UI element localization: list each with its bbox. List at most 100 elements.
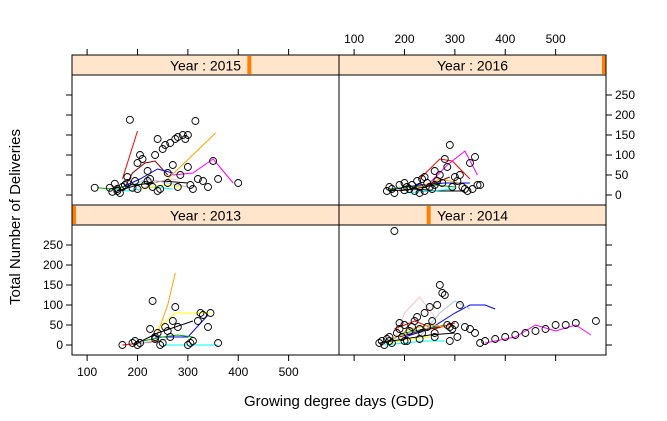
- data-point: [183, 163, 192, 171]
- series-line: [167, 132, 216, 180]
- data-point: [415, 325, 424, 333]
- data-point: [153, 135, 162, 143]
- data-point: [392, 329, 401, 337]
- y-tick-label: 250: [43, 238, 63, 252]
- series-line: [419, 158, 471, 180]
- data-point: [118, 341, 127, 349]
- data-point: [188, 185, 197, 193]
- data-point: [423, 323, 432, 331]
- data-point: [410, 187, 419, 195]
- data-point: [176, 171, 185, 179]
- data-point: [471, 153, 479, 161]
- data-point: [455, 301, 464, 309]
- data-point: [420, 187, 429, 195]
- data-point: [430, 329, 439, 337]
- data-point: [188, 337, 197, 345]
- data-point: [400, 186, 409, 195]
- data-point: [161, 141, 170, 149]
- data-point: [591, 317, 600, 325]
- data-point: [133, 185, 142, 193]
- x-tick-label: 400: [495, 32, 515, 46]
- data-point: [438, 179, 447, 187]
- data-point: [387, 185, 396, 193]
- series-line: [124, 160, 169, 188]
- data-point: [158, 145, 167, 153]
- data-point: [415, 335, 424, 343]
- data-point: [473, 181, 482, 189]
- data-point: [171, 135, 180, 143]
- data-point: [128, 339, 137, 347]
- strip-background: [72, 205, 339, 225]
- data-point: [158, 339, 167, 347]
- data-point: [395, 181, 404, 189]
- data-point: [521, 329, 530, 337]
- series-line: [172, 158, 234, 184]
- data-point: [385, 183, 394, 191]
- data-point: [423, 179, 432, 187]
- data-point: [163, 169, 172, 177]
- x-axis-label: Growing degree days (GDD): [244, 393, 434, 410]
- data-point: [206, 309, 215, 317]
- data-point: [466, 325, 474, 333]
- data-point: [377, 337, 386, 345]
- data-point: [196, 309, 205, 317]
- strip-background: [339, 55, 606, 75]
- data-point: [153, 187, 162, 195]
- series-line: [157, 272, 176, 334]
- data-point: [209, 157, 218, 165]
- data-point: [415, 189, 424, 197]
- data-point: [430, 181, 439, 189]
- data-point: [531, 327, 540, 335]
- data-point: [387, 339, 396, 347]
- data-point: [390, 189, 399, 197]
- data-point: [458, 183, 467, 191]
- y-tick-label: 50: [50, 318, 64, 332]
- data-point: [191, 117, 200, 125]
- series-line: [399, 326, 440, 338]
- data-point: [471, 329, 479, 337]
- data-point: [435, 281, 444, 289]
- data-point: [173, 183, 182, 191]
- data-point: [163, 179, 172, 187]
- data-point: [420, 309, 429, 317]
- series-line: [384, 340, 445, 346]
- data-point: [468, 185, 477, 193]
- data-point: [156, 341, 165, 349]
- data-point: [193, 175, 202, 183]
- data-point: [193, 317, 202, 325]
- y-tick-label: 50: [615, 168, 629, 182]
- data-point: [448, 325, 457, 333]
- panel-2014: Year : 2014: [338, 204, 607, 356]
- series-line: [157, 312, 211, 330]
- data-point: [415, 183, 424, 191]
- data-point: [133, 341, 142, 349]
- data-point: [166, 333, 175, 341]
- data-point: [443, 163, 452, 171]
- data-point: [428, 317, 437, 325]
- data-point: [148, 297, 157, 305]
- x-tick-label: 500: [279, 365, 299, 379]
- data-point: [113, 185, 122, 193]
- data-point: [440, 291, 449, 299]
- data-point: [110, 179, 119, 188]
- data-point: [143, 167, 152, 175]
- strip-level-marker: [247, 56, 252, 74]
- data-point: [571, 319, 580, 327]
- series-line: [142, 334, 193, 342]
- data-point: [118, 183, 127, 191]
- data-point: [450, 321, 459, 329]
- data-point: [186, 339, 195, 347]
- data-point: [445, 323, 454, 331]
- data-point: [425, 303, 434, 311]
- data-point: [405, 185, 414, 193]
- data-point: [183, 131, 192, 139]
- data-point: [448, 183, 457, 191]
- y-tick-label: 0: [615, 188, 622, 202]
- data-point: [146, 175, 155, 183]
- strip-level-marker: [602, 56, 606, 74]
- series-line: [429, 150, 478, 184]
- data-point: [481, 337, 490, 345]
- panel-border: [338, 224, 607, 356]
- data-point: [131, 177, 139, 185]
